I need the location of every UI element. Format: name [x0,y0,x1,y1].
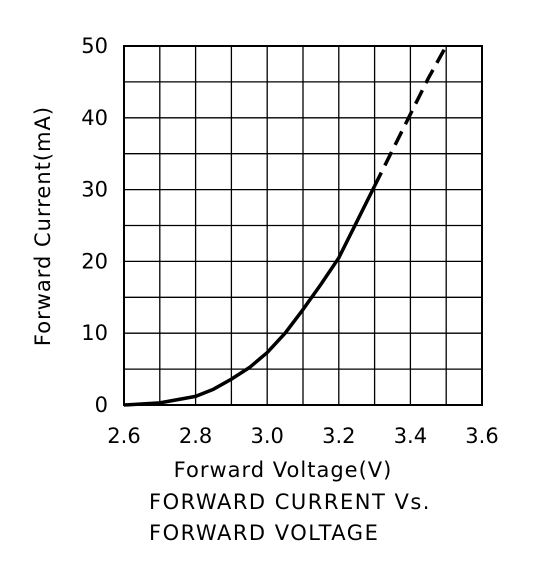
series-group [123,45,448,407]
x-tick-label-1: 2.8 [179,424,212,448]
grid [123,45,483,406]
x-tick-label-2: 3.0 [250,424,283,448]
y-tick-label-2: 20 [81,249,108,273]
y-axis-title: Forward Current(mA) [31,106,55,346]
x-tick-label-4: 3.4 [394,424,427,448]
y-tick-labels: 0 10 20 30 40 50 [81,34,108,417]
y-tick-label-4: 40 [81,106,108,130]
caption-line-1: FORWARD CURRENT Vs. [149,490,431,514]
x-tick-label-3: 3.2 [322,424,355,448]
y-tick-label-5: 50 [81,34,108,58]
y-tick-label-0: 0 [95,393,108,417]
series-line-0-solid [123,185,377,407]
x-axis-title: Forward Voltage(V) [174,458,393,482]
x-tick-label-5: 3.6 [465,424,498,448]
series-line-1-dashed [373,45,448,187]
x-tick-label-0: 2.6 [107,424,140,448]
plot-frame [123,45,483,406]
x-tick-labels: 2.6 2.8 3.0 3.2 3.4 3.6 [107,424,498,448]
y-tick-label-3: 30 [81,178,108,202]
y-tick-label-1: 10 [81,321,108,345]
caption-line-2: FORWARD VOLTAGE [149,521,379,545]
